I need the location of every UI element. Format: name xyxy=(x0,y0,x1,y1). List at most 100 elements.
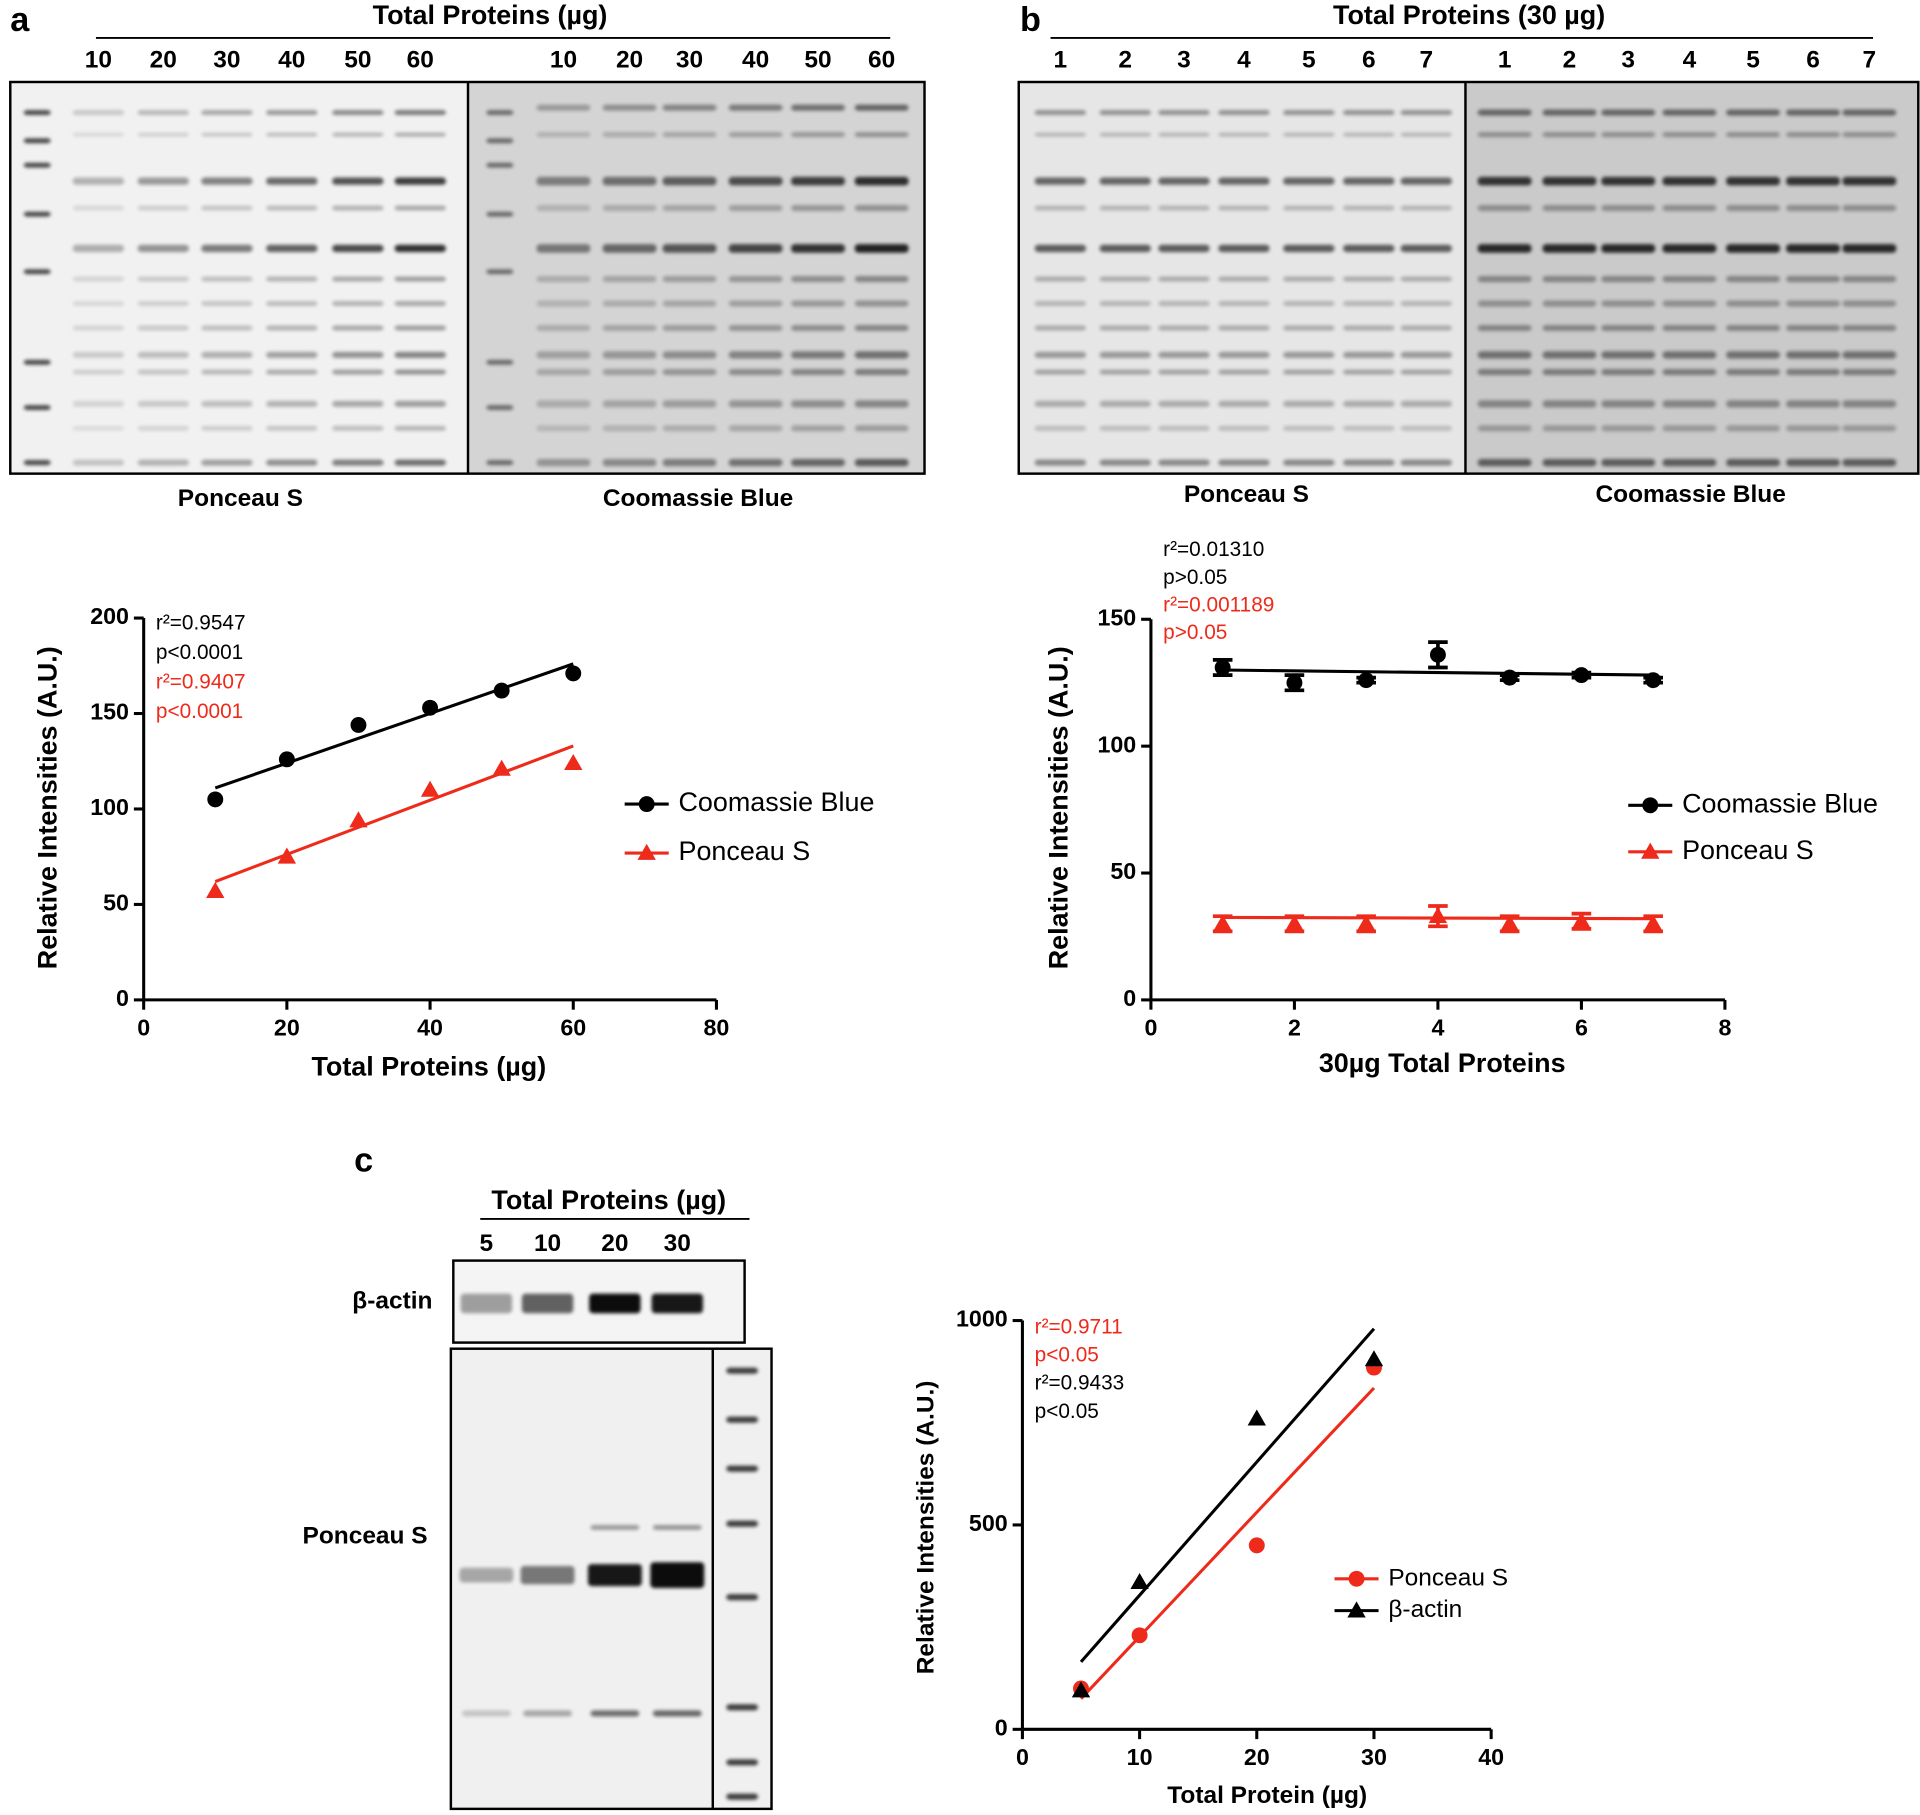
annotation: r²=0.9433 xyxy=(1035,1372,1125,1395)
gel-band xyxy=(394,301,446,306)
gel-band xyxy=(201,244,253,253)
data-point xyxy=(1131,1627,1148,1644)
legend-marker xyxy=(1347,1601,1366,1618)
gel-band xyxy=(201,459,253,466)
gel-band xyxy=(1662,458,1717,467)
gel-band xyxy=(137,110,189,116)
gel-band xyxy=(332,110,384,116)
gel-band xyxy=(1099,205,1151,211)
gel-band xyxy=(728,400,783,408)
gel-band xyxy=(1662,368,1717,376)
gel-band xyxy=(1726,351,1780,359)
x-tick-label: 20 xyxy=(1244,1744,1270,1770)
gel-band xyxy=(1099,351,1151,358)
gel-band xyxy=(1283,110,1335,116)
annotation: r²=0.001189 xyxy=(1163,593,1274,616)
gel-band xyxy=(662,176,717,186)
data-point xyxy=(1285,914,1304,931)
gel-band xyxy=(728,458,783,467)
gel-band xyxy=(72,301,125,306)
data-point xyxy=(207,791,224,808)
gel-band xyxy=(1477,425,1532,432)
gel-band xyxy=(1601,176,1656,186)
gel-band xyxy=(1400,400,1452,407)
gel xyxy=(1017,80,1920,475)
gel-band xyxy=(1343,244,1395,253)
gel-band xyxy=(137,351,189,358)
gel-band xyxy=(72,400,125,407)
gel-band xyxy=(854,204,909,212)
gel-band xyxy=(662,244,717,253)
gel-band xyxy=(791,176,845,186)
annotation: p<0.0001 xyxy=(156,700,243,723)
gel-band xyxy=(201,132,253,137)
gel-band xyxy=(602,300,657,307)
annotation: r²=0.9547 xyxy=(156,612,246,635)
gel-band xyxy=(1662,351,1717,359)
gel-band xyxy=(1601,425,1656,432)
gel-band xyxy=(137,459,189,466)
x-tick-label: 0 xyxy=(1144,1014,1157,1040)
data-point xyxy=(1572,912,1591,929)
gel-band xyxy=(791,132,845,138)
gel-band xyxy=(1283,132,1335,137)
gel-band xyxy=(1158,301,1210,306)
gel-band xyxy=(662,425,717,432)
gel-band xyxy=(266,351,318,358)
gel-band xyxy=(854,368,909,376)
gel-band xyxy=(1400,301,1452,306)
gel-band xyxy=(854,351,909,359)
gel-band xyxy=(72,425,125,431)
gel-band xyxy=(602,176,657,186)
gel-band xyxy=(590,1524,640,1530)
gel-band xyxy=(332,425,384,431)
y-tick-label: 100 xyxy=(1097,731,1136,757)
gel-band xyxy=(1400,369,1452,375)
gel-band xyxy=(652,1524,702,1530)
gel-band xyxy=(394,400,446,407)
gel-band xyxy=(201,110,253,116)
row-label: β-actin xyxy=(352,1288,432,1315)
lane-label: 3 xyxy=(1177,47,1191,74)
gel-band xyxy=(1158,244,1210,253)
gel-band xyxy=(332,244,384,253)
gel-band xyxy=(1786,109,1840,116)
gel xyxy=(449,1347,773,1811)
fit-line xyxy=(1079,1386,1376,1700)
gel-band xyxy=(662,275,717,283)
gel-band xyxy=(1400,425,1452,431)
lane-label: 50 xyxy=(344,47,371,74)
lane-label: 20 xyxy=(150,47,177,74)
gel-band xyxy=(1726,368,1780,376)
lane-label: 50 xyxy=(804,47,831,74)
gel-band xyxy=(1400,276,1452,282)
gel-band xyxy=(1218,132,1270,137)
gel-band xyxy=(726,1416,759,1423)
lane-label: 20 xyxy=(616,47,643,74)
gel-band xyxy=(662,300,717,307)
gel-band xyxy=(521,1293,574,1314)
gel-band xyxy=(536,300,591,307)
lane-label: 30 xyxy=(213,47,240,74)
gel-band xyxy=(1158,369,1210,375)
lane-label: 4 xyxy=(1237,47,1251,74)
gel-band xyxy=(1283,425,1335,431)
gel-band xyxy=(1034,205,1087,211)
gel-band xyxy=(662,458,717,467)
gel-band xyxy=(651,1293,703,1314)
gel-band xyxy=(137,369,189,375)
y-axis-label: Relative Intensities (A.U.) xyxy=(1043,646,1073,969)
legend-label: β-actin xyxy=(1388,1596,1462,1623)
gel-title: Total Proteins (30 µg) xyxy=(1333,0,1605,30)
lane-label: 40 xyxy=(742,47,769,74)
gel-band xyxy=(1477,458,1532,467)
gel-band xyxy=(791,275,845,283)
gel-band xyxy=(602,324,657,332)
gel-band xyxy=(1726,132,1780,138)
x-tick-label: 2 xyxy=(1288,1014,1301,1040)
gel-band xyxy=(1218,400,1270,407)
gel-band xyxy=(1842,458,1897,467)
annotation: p<0.05 xyxy=(1035,1400,1099,1423)
gel-band xyxy=(536,458,591,467)
gel-band xyxy=(791,400,845,408)
